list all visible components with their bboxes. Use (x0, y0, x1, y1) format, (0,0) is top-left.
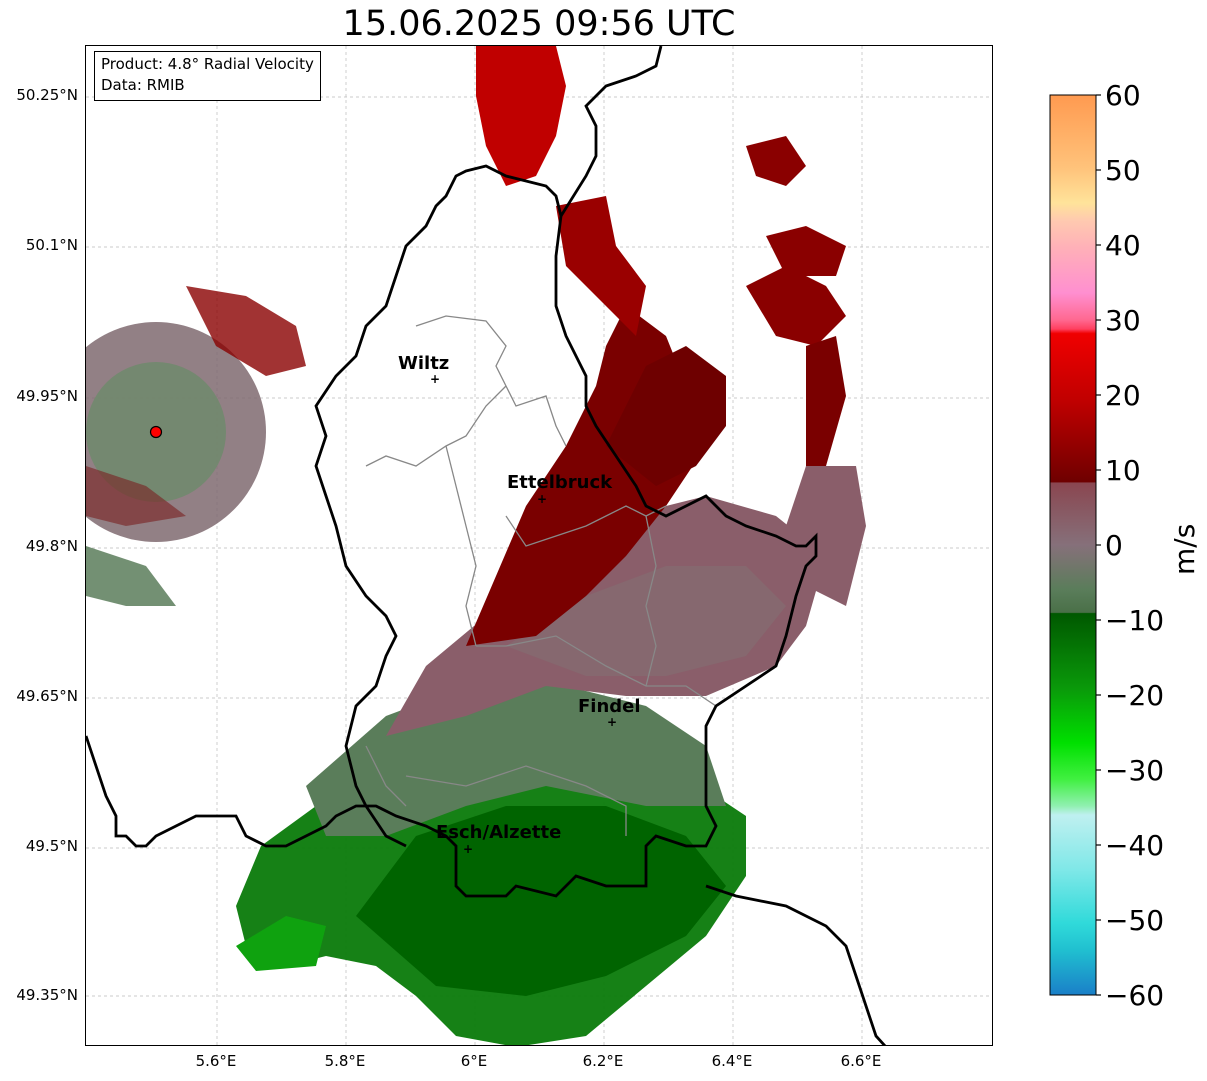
city-label-wiltz: Wiltz (398, 353, 449, 374)
product-info-box: Product: 4.8° Radial Velocity Data: RMIB (94, 51, 321, 101)
city-marker-ettelbruck: + (537, 492, 547, 506)
velocity-field (86, 46, 866, 1045)
colorbar-tick: 50 (1105, 154, 1141, 187)
country-borders (86, 46, 887, 1045)
colorbar-tick: −30 (1105, 754, 1165, 787)
city-markers: Wiltz + Ettelbruck + Findel + Esch/Alzet… (398, 353, 641, 856)
colorbar-tick: −10 (1105, 604, 1165, 637)
city-marker-esch: + (463, 842, 473, 856)
colorbar-tick: −60 (1105, 979, 1165, 1012)
lat-tick: 49.95°N (16, 387, 78, 405)
colorbar-tick: −40 (1105, 829, 1165, 862)
lon-tick: 6°E (460, 1052, 488, 1070)
colorbar-tick: 30 (1105, 304, 1141, 337)
colorbar-tick: −50 (1105, 904, 1165, 937)
colorbar-tick: −20 (1105, 679, 1165, 712)
colorbar-tick: 60 (1105, 79, 1141, 112)
lat-tick: 50.25°N (16, 86, 78, 104)
colorbar-tick: 0 (1105, 529, 1123, 562)
lon-tick: 6.2°E (582, 1052, 624, 1070)
radar-map[interactable]: Wiltz + Ettelbruck + Findel + Esch/Alzet… (85, 45, 993, 1046)
colorbar-tick: 20 (1105, 379, 1141, 412)
city-marker-wiltz: + (430, 372, 440, 386)
product-text: Product: 4.8° Radial Velocity (101, 55, 314, 73)
lon-tick: 5.6°E (195, 1052, 237, 1070)
colorbar (1049, 94, 1101, 996)
lon-tick: 6.4°E (711, 1052, 753, 1070)
map-canvas: Wiltz + Ettelbruck + Findel + Esch/Alzet… (86, 46, 992, 1045)
colorbar-tick: 10 (1105, 454, 1141, 487)
lat-tick: 49.65°N (16, 687, 78, 705)
city-label-esch: Esch/Alzette (436, 822, 561, 843)
city-label-ettelbruck: Ettelbruck (507, 472, 613, 493)
colorbar-label: m/s (1168, 523, 1201, 575)
city-marker-findel: + (607, 715, 617, 729)
city-label-findel: Findel (578, 696, 641, 717)
lon-tick: 6.6°E (840, 1052, 882, 1070)
radar-site-marker (149, 425, 163, 439)
lat-tick: 50.1°N (25, 236, 78, 254)
colorbar-tick: 40 (1105, 229, 1141, 262)
lat-tick: 49.35°N (16, 986, 78, 1004)
data-source-text: Data: RMIB (101, 76, 185, 94)
lat-tick: 49.8°N (25, 537, 78, 555)
lat-tick: 49.5°N (25, 837, 78, 855)
canton-borders (365, 315, 717, 836)
map-title: 15.06.2025 09:56 UTC (342, 4, 736, 44)
lon-tick: 5.8°E (324, 1052, 366, 1070)
